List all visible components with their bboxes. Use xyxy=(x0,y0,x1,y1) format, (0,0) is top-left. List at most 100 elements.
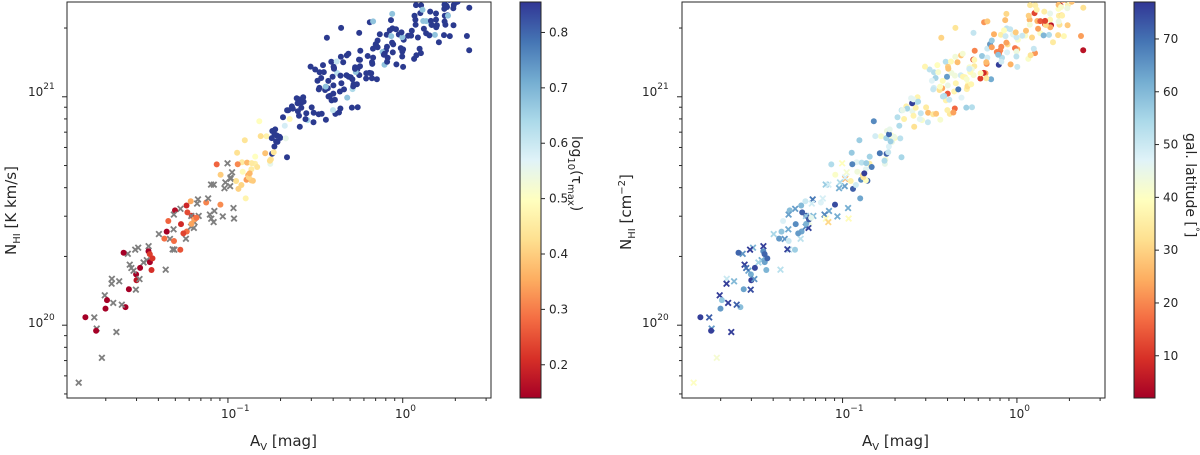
right-cross-marker xyxy=(759,242,767,250)
right-point xyxy=(803,220,810,227)
left-point xyxy=(376,31,383,38)
right-point xyxy=(1061,2,1066,3)
right-point xyxy=(718,297,725,304)
right-point xyxy=(1013,53,1020,60)
colorbar-tick-label: 0.8 xyxy=(549,25,568,39)
right-cross-marker xyxy=(754,259,762,266)
right-point xyxy=(802,198,809,205)
left-point xyxy=(271,131,278,138)
left-point xyxy=(289,105,296,112)
colorbar-tick-label: 60 xyxy=(1163,85,1178,99)
left-point xyxy=(380,51,387,58)
right-cross-marker xyxy=(843,168,851,176)
right-point xyxy=(1029,34,1035,41)
left-cross-marker xyxy=(170,211,178,218)
left-x-tick-label-m1: 10−1 xyxy=(221,404,250,421)
left-cross-marker xyxy=(169,245,177,253)
right-point xyxy=(1080,0,1086,2)
colorbar-tick-label: 70 xyxy=(1163,32,1178,46)
left-point xyxy=(244,159,251,166)
left-point xyxy=(370,45,376,52)
left-point xyxy=(357,56,363,63)
left-cross-marker xyxy=(140,259,148,266)
left-cross-marker xyxy=(90,314,98,321)
right-point xyxy=(899,107,906,114)
right-x-tick-label-m1: 10−1 xyxy=(835,404,864,421)
left-y-tick-label-21: 1021 xyxy=(28,82,55,99)
right-point xyxy=(937,116,944,123)
right-point xyxy=(998,58,1005,65)
left-cross-marker xyxy=(219,213,227,220)
left-point xyxy=(416,45,423,52)
right-point xyxy=(963,76,970,83)
left-point xyxy=(454,2,461,5)
right-cross-marker xyxy=(825,181,832,189)
right-point xyxy=(881,157,888,164)
right-point xyxy=(988,44,995,51)
right-point xyxy=(952,80,959,87)
right-point xyxy=(785,238,792,244)
right-point xyxy=(1027,2,1034,9)
left-point xyxy=(383,31,390,38)
left-cross-marker xyxy=(162,266,170,274)
right-cross-marker xyxy=(727,328,735,336)
left-point xyxy=(308,104,315,111)
left-point xyxy=(447,2,452,3)
right-point xyxy=(923,104,930,111)
right-point xyxy=(894,114,901,121)
left-point xyxy=(341,86,347,93)
right-point xyxy=(697,314,704,321)
right-point xyxy=(1040,32,1047,39)
right-point xyxy=(1007,61,1014,68)
left-point xyxy=(318,110,325,117)
right-point xyxy=(937,83,944,90)
right-point xyxy=(968,81,975,88)
left-cross-marker xyxy=(177,205,184,213)
left-point xyxy=(302,116,309,123)
right-point xyxy=(776,235,783,242)
left-point xyxy=(120,249,127,256)
right-point xyxy=(908,95,915,102)
left-point xyxy=(82,314,89,321)
right-point xyxy=(977,70,984,77)
right-cross-marker xyxy=(808,200,816,208)
left-point xyxy=(441,32,447,39)
right-point xyxy=(740,286,747,293)
right-point xyxy=(1058,4,1065,10)
right-point xyxy=(1041,8,1048,15)
left-point xyxy=(344,94,351,101)
left-point xyxy=(405,32,412,39)
left-point xyxy=(149,255,156,262)
left-point xyxy=(420,25,427,32)
right-point xyxy=(922,63,928,70)
left-point xyxy=(242,195,249,202)
right-point xyxy=(983,75,990,82)
right-point xyxy=(948,58,954,65)
right-cross-marker xyxy=(785,246,793,254)
right-point xyxy=(1004,49,1011,56)
left-point xyxy=(217,171,224,178)
right-point xyxy=(1047,10,1054,17)
right-cross-marker xyxy=(733,301,741,309)
right-point xyxy=(832,171,839,178)
left-point xyxy=(331,96,338,103)
left-point xyxy=(417,0,423,2)
left-point xyxy=(345,50,352,57)
right-cross-marker xyxy=(785,211,793,218)
right-cross-marker xyxy=(836,179,844,186)
right-point xyxy=(763,267,770,273)
left-point xyxy=(393,61,400,68)
left-point xyxy=(322,116,329,123)
left-cross-marker xyxy=(230,204,237,212)
left-point xyxy=(248,160,255,167)
left-point xyxy=(254,164,261,170)
right-point xyxy=(1047,16,1054,23)
left-point xyxy=(252,153,259,160)
left-cross-marker xyxy=(118,301,126,309)
right-point xyxy=(863,160,870,167)
left-y-tick-label-20: 1020 xyxy=(28,313,55,330)
left-point xyxy=(137,264,144,271)
left-cross-marker xyxy=(108,280,116,288)
left-y-axis-label: NHI [K km/s] xyxy=(2,166,23,255)
right-cross-marker xyxy=(750,275,758,283)
